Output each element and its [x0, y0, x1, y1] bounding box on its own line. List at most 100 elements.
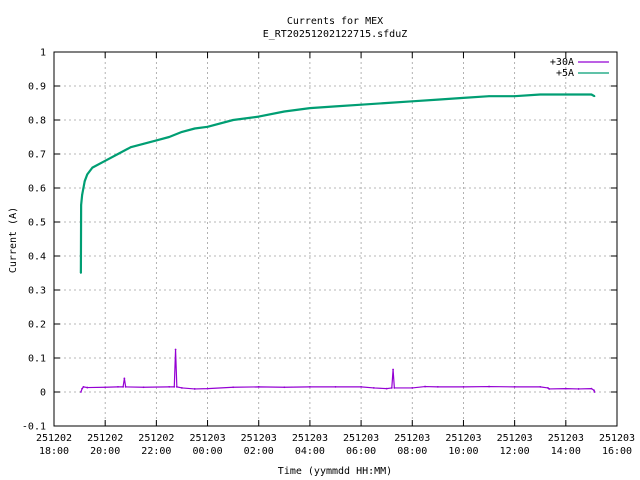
series-0-point [593, 391, 596, 393]
x-tick-time-label: 18:00 [39, 446, 69, 457]
series-1-point [142, 142, 145, 145]
series-1-point [462, 97, 465, 99]
y-tick-label: 1 [40, 48, 46, 59]
series-layer [79, 93, 596, 393]
series-0-point [462, 386, 465, 388]
series-1-point [385, 102, 388, 104]
series-0-point [539, 386, 542, 388]
series-0-point [360, 386, 362, 388]
series-0-point [593, 389, 595, 392]
series-1-point [309, 107, 311, 109]
x-tick-date-label: 251203 [394, 433, 430, 444]
series-0-point [117, 386, 119, 388]
y-tick-label: 0.8 [28, 116, 46, 127]
series-0-point [411, 387, 414, 389]
series-1-point [129, 146, 132, 149]
series-1-point [513, 95, 516, 98]
x-tick-date-label: 251203 [343, 433, 379, 444]
series-1-point [436, 98, 439, 101]
series-1-point [590, 93, 593, 96]
x-tick-date-label: 251203 [497, 433, 533, 444]
chart-subtitle: E_RT20251202122715.sfduZ [263, 29, 408, 40]
x-tick-date-label: 251203 [189, 433, 225, 444]
series-0-point [390, 387, 393, 389]
series-0-point [393, 387, 396, 389]
series-1-point [232, 119, 235, 121]
series-0-point [173, 386, 176, 388]
series-0-point [547, 387, 549, 389]
x-tick-date-label: 251203 [241, 433, 277, 444]
series-0-point [283, 386, 286, 389]
y-tick-label: 0.9 [28, 82, 46, 93]
y-tick-label: 0.7 [28, 150, 46, 161]
series-0-point [175, 386, 178, 388]
y-tick-label: 0.3 [28, 286, 46, 297]
y-tick-label: 0.5 [28, 218, 46, 229]
x-tick-time-label: 08:00 [397, 446, 427, 457]
series-0-point [548, 388, 551, 390]
x-tick-date-label: 251203 [292, 433, 328, 444]
series-0-point [488, 385, 490, 388]
series-0-point [181, 387, 183, 389]
x-tick-time-label: 00:00 [192, 446, 222, 457]
series-0-point [577, 388, 580, 390]
axis-ticks: -0.1 0 0.1 0.2 0.3 0.4 0.5 0.6 0.7 0.8 0.9 1 251202 1… [22, 48, 635, 458]
y-tick-label: 0.6 [28, 184, 46, 195]
x-tick-time-label: 16:00 [602, 446, 632, 457]
series-0-point [206, 387, 209, 390]
series-1-point [206, 125, 209, 128]
x-tick-time-label: 14:00 [551, 446, 581, 457]
x-tick-time-label: 02:00 [244, 446, 274, 457]
series-1-point [168, 136, 171, 138]
series-0-point [79, 391, 82, 393]
series-0-point [590, 387, 593, 390]
x-tick-time-label: 20:00 [90, 446, 120, 457]
series-0-point [124, 386, 127, 388]
x-tick-time-label: 22:00 [141, 446, 171, 457]
x-tick-date-label: 251203 [445, 433, 481, 444]
series-0-point [122, 386, 124, 388]
series-1-point [334, 105, 337, 108]
y-tick-label: 0.2 [28, 320, 46, 331]
series-1-point [564, 93, 567, 96]
series-1-point [257, 115, 260, 118]
series-0-point [86, 386, 89, 389]
series-0-point [436, 386, 439, 388]
series-0-point [513, 386, 516, 388]
x-tick-time-label: 10:00 [448, 446, 478, 457]
series-0-point [174, 348, 177, 351]
legend-label: +5A [556, 68, 574, 79]
series-0-point [385, 387, 388, 390]
series-0-point [424, 385, 426, 388]
series-line-1 [79, 93, 596, 274]
series-0-point [334, 386, 337, 388]
series-1-point [117, 153, 119, 155]
series-0-point [564, 387, 567, 390]
series-1-point [81, 193, 84, 196]
y-tick-label: 0.4 [28, 252, 46, 263]
series-0-point [82, 386, 85, 388]
x-tick-time-label: 06:00 [346, 446, 376, 457]
x-tick-time-label: 12:00 [500, 446, 530, 457]
series-0-point [392, 368, 394, 371]
series-0-point [372, 387, 375, 389]
x-axis-label: Time (yymmdd HH:MM) [278, 466, 392, 477]
series-1-point [91, 166, 94, 169]
series-line-0 [80, 348, 596, 393]
grid [54, 52, 617, 426]
series-1-point [283, 110, 286, 113]
series-1-point [80, 204, 83, 206]
series-0-point [81, 387, 84, 390]
series-1-point [155, 139, 158, 142]
series-1-point [360, 103, 362, 106]
series-1-point [83, 180, 86, 183]
series-1-point [488, 95, 490, 98]
series-1-point [181, 131, 183, 133]
series-1-point [104, 159, 107, 162]
series-0-point [257, 386, 260, 388]
series-0-point [193, 388, 196, 390]
series-0-point [104, 386, 107, 389]
x-tick-date-label: 251203 [548, 433, 584, 444]
x-tick-date-label: 251202 [36, 433, 72, 444]
legend: +30A+5A [550, 57, 609, 79]
